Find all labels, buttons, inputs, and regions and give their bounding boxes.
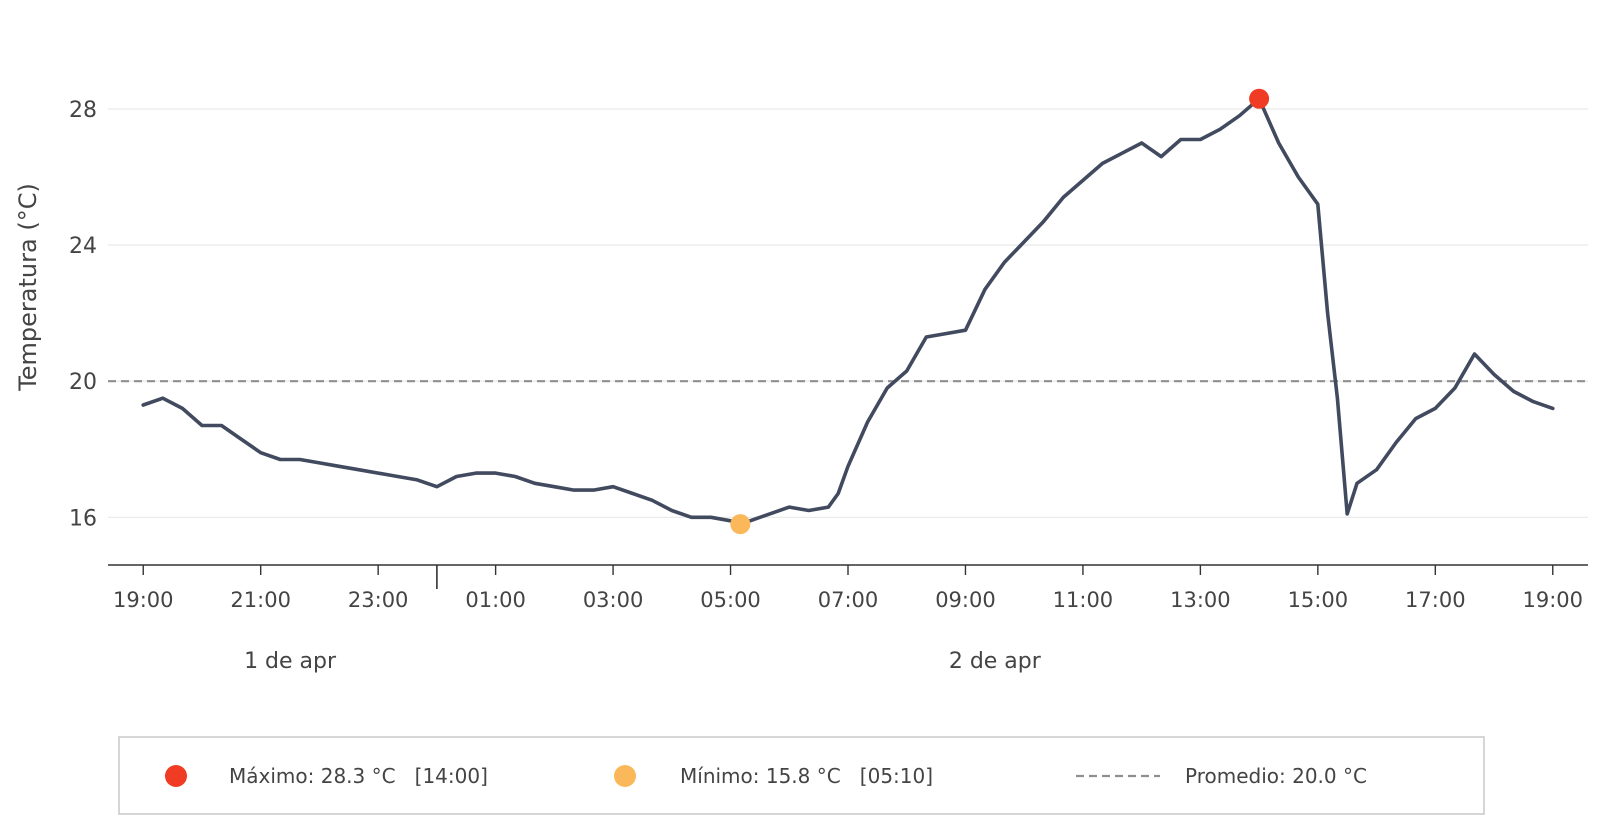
x-tick-label: 17:00	[1405, 588, 1466, 612]
x-tick-label: 19:00	[113, 588, 174, 612]
x-tick-label: 23:00	[348, 588, 409, 612]
legend-mean-label: Promedio: 20.0 °C	[1185, 764, 1367, 788]
x-tick-label: 21:00	[230, 588, 291, 612]
x-tick-label: 11:00	[1053, 588, 1114, 612]
marker-layer	[730, 88, 1270, 535]
legend: Máximo: 28.3 °C [14:00] Mínimo: 15.8 °C …	[118, 736, 1485, 815]
y-tick-label: 16	[69, 506, 97, 531]
y-axis: 16 20 24 28	[69, 98, 97, 531]
x-tick-label: 03:00	[583, 588, 644, 612]
legend-min-label: Mínimo: 15.8 °C [05:10]	[680, 764, 933, 788]
x-tick-label: 15:00	[1288, 588, 1349, 612]
max-marker	[1249, 88, 1270, 109]
x-tick-label: 19:00	[1522, 588, 1583, 612]
date-labels: 1 de apr 2 de apr	[244, 649, 1042, 674]
y-tick-label: 28	[69, 98, 97, 123]
date-label-day1: 1 de apr	[244, 649, 337, 674]
temperature-line	[141, 96, 1555, 527]
x-tick-label: 09:00	[935, 588, 996, 612]
y-tick-label: 24	[69, 234, 97, 259]
min-marker	[730, 514, 751, 535]
y-tick-label: 20	[69, 370, 97, 395]
legend-max-marker	[165, 765, 187, 787]
x-axis: 19:00 21:00 23:00 01:00 03:00 05:00 07:00 09:00…	[108, 564, 1588, 612]
grid-layer	[108, 108, 1588, 518]
legend-frame	[118, 736, 1485, 815]
x-tick-label: 07:00	[818, 588, 879, 612]
x-tick-label: 05:00	[700, 588, 761, 612]
legend-min-marker	[614, 765, 636, 787]
legend-max-label: Máximo: 28.3 °C [14:00]	[229, 764, 488, 788]
series-layer	[141, 96, 1555, 527]
y-axis-title: Temperatura (°C)	[14, 183, 42, 392]
x-tick-label: 13:00	[1170, 588, 1231, 612]
date-label-day2: 2 de apr	[949, 649, 1042, 674]
x-tick-label: 01:00	[465, 588, 526, 612]
